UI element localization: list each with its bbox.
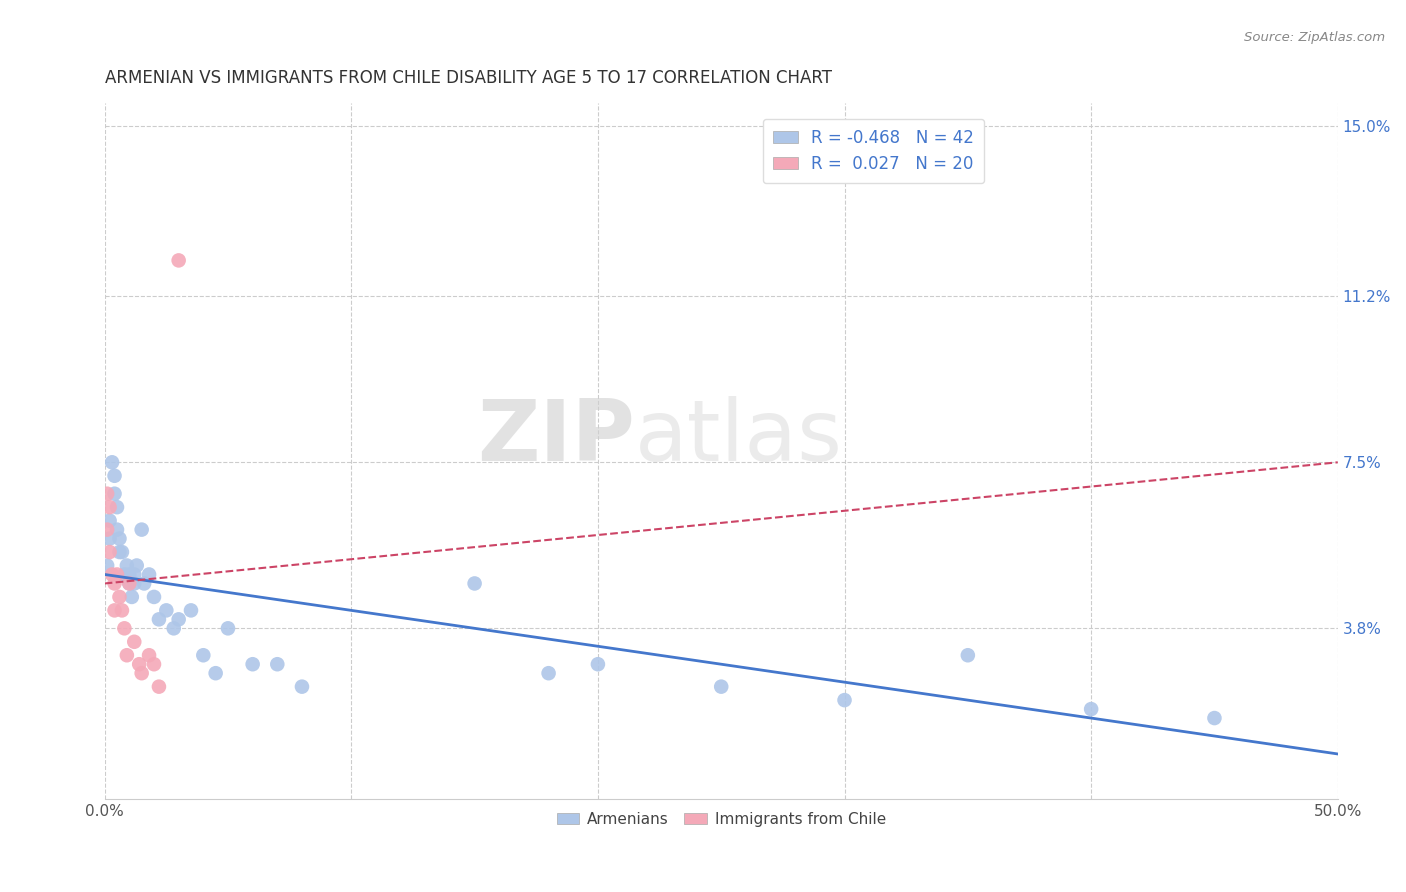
- Point: [98, 514, 121, 528]
- Point: [1080, 702, 1102, 716]
- Point: [163, 621, 186, 635]
- Point: [115, 648, 138, 663]
- Point: [143, 657, 166, 672]
- Text: atlas: atlas: [636, 396, 844, 479]
- Point: [98, 545, 121, 559]
- Point: [266, 657, 288, 672]
- Point: [118, 567, 141, 582]
- Text: ZIP: ZIP: [477, 396, 636, 479]
- Point: [98, 532, 121, 546]
- Point: [122, 567, 145, 582]
- Point: [1204, 711, 1226, 725]
- Point: [98, 500, 121, 515]
- Point: [464, 576, 486, 591]
- Legend: Armenians, Immigrants from Chile: Armenians, Immigrants from Chile: [550, 805, 891, 833]
- Point: [122, 576, 145, 591]
- Point: [121, 590, 143, 604]
- Point: [167, 612, 190, 626]
- Point: [134, 576, 156, 591]
- Point: [105, 523, 128, 537]
- Point: [131, 523, 153, 537]
- Point: [103, 486, 125, 500]
- Text: Source: ZipAtlas.com: Source: ZipAtlas.com: [1244, 31, 1385, 45]
- Point: [155, 603, 177, 617]
- Point: [586, 657, 609, 672]
- Point: [204, 666, 226, 681]
- Point: [131, 666, 153, 681]
- Point: [108, 532, 131, 546]
- Point: [291, 680, 314, 694]
- Point: [105, 500, 128, 515]
- Point: [193, 648, 215, 663]
- Point: [111, 603, 134, 617]
- Point: [118, 576, 141, 591]
- Point: [103, 603, 125, 617]
- Point: [125, 558, 148, 573]
- Point: [96, 523, 118, 537]
- Point: [101, 455, 124, 469]
- Point: [111, 545, 134, 559]
- Point: [138, 648, 160, 663]
- Point: [96, 486, 118, 500]
- Point: [112, 621, 135, 635]
- Point: [112, 567, 135, 582]
- Point: [834, 693, 856, 707]
- Point: [148, 612, 170, 626]
- Point: [710, 680, 733, 694]
- Point: [105, 567, 128, 582]
- Text: ARMENIAN VS IMMIGRANTS FROM CHILE DISABILITY AGE 5 TO 17 CORRELATION CHART: ARMENIAN VS IMMIGRANTS FROM CHILE DISABI…: [104, 69, 832, 87]
- Point: [180, 603, 202, 617]
- Point: [537, 666, 560, 681]
- Point: [138, 567, 160, 582]
- Point: [148, 680, 170, 694]
- Point: [167, 253, 190, 268]
- Point: [101, 567, 124, 582]
- Point: [115, 558, 138, 573]
- Point: [108, 545, 131, 559]
- Point: [108, 590, 131, 604]
- Point: [242, 657, 264, 672]
- Point: [128, 657, 150, 672]
- Point: [217, 621, 239, 635]
- Point: [103, 576, 125, 591]
- Point: [956, 648, 979, 663]
- Point: [143, 590, 166, 604]
- Point: [103, 468, 125, 483]
- Point: [122, 634, 145, 648]
- Point: [118, 576, 141, 591]
- Point: [96, 558, 118, 573]
